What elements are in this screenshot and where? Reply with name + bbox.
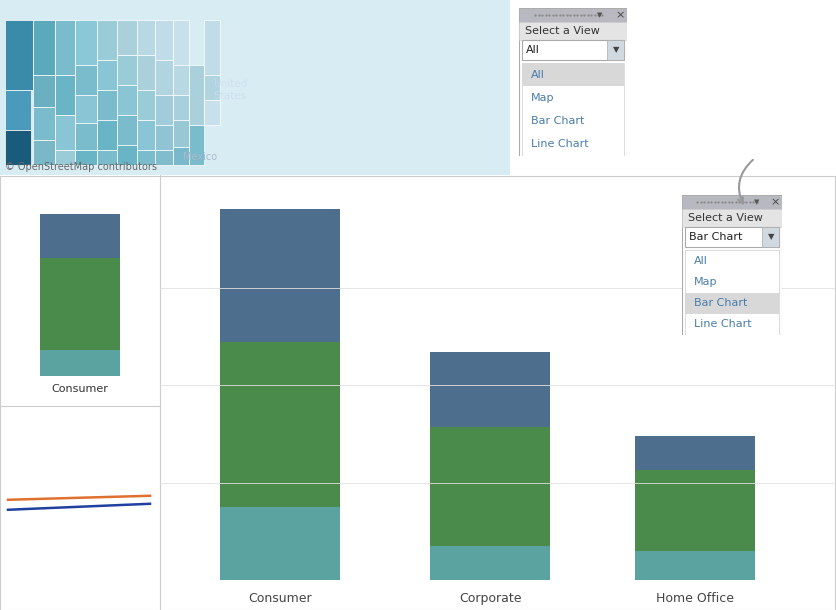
Bar	[97, 120, 117, 150]
Bar	[189, 65, 204, 125]
Bar	[204, 100, 220, 125]
Bar	[204, 20, 220, 75]
Text: Bar Chart: Bar Chart	[689, 232, 742, 242]
Text: Select a View: Select a View	[688, 213, 763, 223]
Bar	[635, 551, 755, 580]
Bar	[173, 147, 189, 165]
Text: Corporate: Corporate	[459, 592, 522, 605]
Bar	[685, 293, 779, 314]
Bar	[137, 20, 155, 55]
Bar	[685, 250, 779, 335]
Bar	[173, 120, 189, 147]
Text: Consumer: Consumer	[248, 592, 312, 605]
Text: Line Chart: Line Chart	[694, 320, 752, 329]
Bar	[682, 209, 782, 227]
Bar	[204, 75, 220, 100]
Text: Map: Map	[531, 93, 554, 103]
Bar	[155, 150, 173, 165]
Bar	[189, 125, 204, 165]
Bar	[97, 60, 117, 90]
FancyArrowPatch shape	[738, 160, 753, 203]
Bar	[137, 55, 155, 90]
Text: Map: Map	[694, 277, 717, 287]
Bar	[5, 130, 31, 165]
Bar	[117, 115, 137, 145]
Bar	[33, 140, 55, 165]
Text: Line Chart: Line Chart	[531, 139, 589, 149]
Bar	[607, 40, 624, 60]
Bar	[55, 20, 75, 75]
Bar	[220, 209, 340, 342]
Bar	[220, 342, 340, 508]
Text: All: All	[694, 256, 708, 265]
Text: ×: ×	[770, 197, 780, 207]
Bar	[522, 63, 624, 86]
Bar	[5, 90, 31, 130]
Bar	[40, 350, 120, 376]
Bar	[137, 150, 155, 165]
Bar	[117, 145, 137, 165]
Bar	[75, 95, 97, 123]
Text: Bar Chart: Bar Chart	[694, 298, 747, 308]
Text: Mexico: Mexico	[183, 152, 217, 162]
Bar	[55, 150, 75, 165]
Bar	[33, 75, 55, 107]
Bar	[0, 0, 510, 175]
Bar	[430, 547, 550, 580]
Bar	[137, 120, 155, 150]
Bar	[155, 20, 173, 60]
Bar	[519, 8, 627, 22]
Bar	[40, 214, 120, 258]
Text: All: All	[526, 45, 540, 55]
Bar	[155, 60, 173, 95]
Bar	[55, 115, 75, 150]
Bar	[522, 40, 624, 60]
Text: ▼: ▼	[754, 199, 760, 205]
Text: Select a View: Select a View	[525, 26, 600, 36]
Bar	[685, 227, 779, 247]
Bar	[220, 508, 340, 580]
Bar	[117, 20, 137, 55]
Text: All: All	[531, 70, 545, 80]
Text: ▼: ▼	[613, 46, 619, 54]
Bar	[155, 95, 173, 125]
Bar	[173, 65, 189, 95]
Bar	[682, 195, 782, 209]
Bar	[635, 436, 755, 470]
Text: Bar Chart: Bar Chart	[531, 116, 584, 126]
Bar	[173, 95, 189, 120]
Bar	[762, 227, 779, 247]
Text: Home Office: Home Office	[656, 592, 734, 605]
Bar	[40, 258, 120, 350]
Text: ▼: ▼	[597, 12, 603, 18]
Bar	[75, 20, 97, 65]
Bar	[33, 20, 55, 75]
Text: © OpenStreetMap contributors: © OpenStreetMap contributors	[5, 162, 157, 172]
Bar	[635, 470, 755, 551]
Text: ×: ×	[615, 10, 624, 20]
Bar	[97, 150, 117, 165]
Bar	[173, 20, 189, 65]
Bar	[117, 85, 137, 115]
Bar	[75, 65, 97, 95]
Bar	[430, 428, 550, 547]
Bar	[430, 352, 550, 428]
Bar	[33, 107, 55, 140]
Bar	[97, 20, 117, 60]
Bar	[137, 90, 155, 120]
Text: Consumer: Consumer	[52, 384, 109, 393]
Bar	[75, 150, 97, 165]
Bar	[75, 123, 97, 150]
Bar	[55, 75, 75, 115]
Text: United
States: United States	[213, 79, 247, 101]
Bar	[522, 63, 624, 156]
Text: ▼: ▼	[767, 232, 774, 242]
Bar	[117, 55, 137, 85]
Bar	[155, 125, 173, 150]
Bar	[97, 90, 117, 120]
Bar	[5, 20, 33, 90]
Bar	[519, 22, 627, 40]
